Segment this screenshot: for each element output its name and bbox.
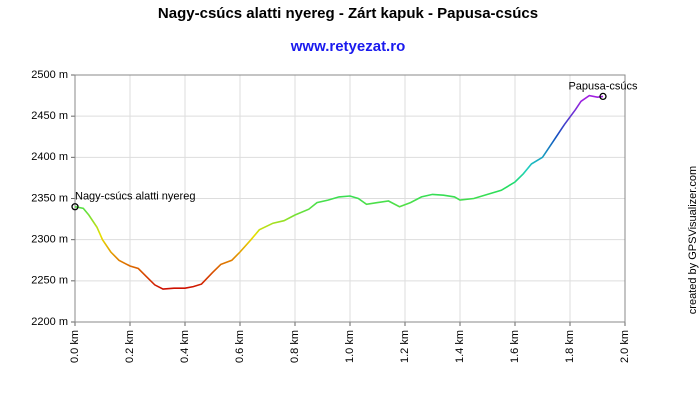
waypoint-marker	[599, 92, 607, 101]
x-tick-label: 2.0 km	[619, 330, 631, 363]
x-tick-label: 0.4 km	[179, 330, 191, 363]
x-tick-label: 0.8 km	[289, 330, 301, 363]
y-tick-label: 2300 m	[31, 234, 68, 246]
x-tick-label: 0.2 km	[124, 330, 136, 363]
x-tick-label: 1.0 km	[344, 330, 356, 363]
y-tick-label: 2400 m	[31, 151, 68, 163]
chart-subtitle: www.retyezat.ro	[290, 38, 405, 55]
x-tick-label: 1.6 km	[509, 330, 521, 363]
plot-border	[74, 74, 626, 323]
x-tick-label: 0.0 km	[69, 330, 81, 363]
y-tick-label: 2350 m	[31, 192, 68, 204]
waypoint-label: Papusa-csúcs	[568, 80, 638, 92]
y-tick-label: 2450 m	[31, 110, 68, 122]
y-tick-label: 2200 m	[31, 316, 68, 328]
x-tick-label: 0.6 km	[234, 330, 246, 363]
waypoint-label: Nagy-csúcs alatti nyereg	[75, 191, 195, 203]
chart-title: Nagy-csúcs alatti nyereg - Zárt kapuk - …	[158, 5, 538, 22]
waypoint-marker	[71, 203, 79, 211]
credit: created by GPSVisualizer.com	[687, 166, 699, 314]
elevation-line	[74, 94, 604, 290]
y-tick-label: 2250 m	[31, 275, 68, 287]
x-tick-label: 1.8 km	[564, 330, 576, 363]
x-tick-label: 1.2 km	[399, 330, 411, 363]
y-tick-label: 2500 m	[31, 69, 68, 81]
x-tick-label: 1.4 km	[454, 330, 466, 363]
